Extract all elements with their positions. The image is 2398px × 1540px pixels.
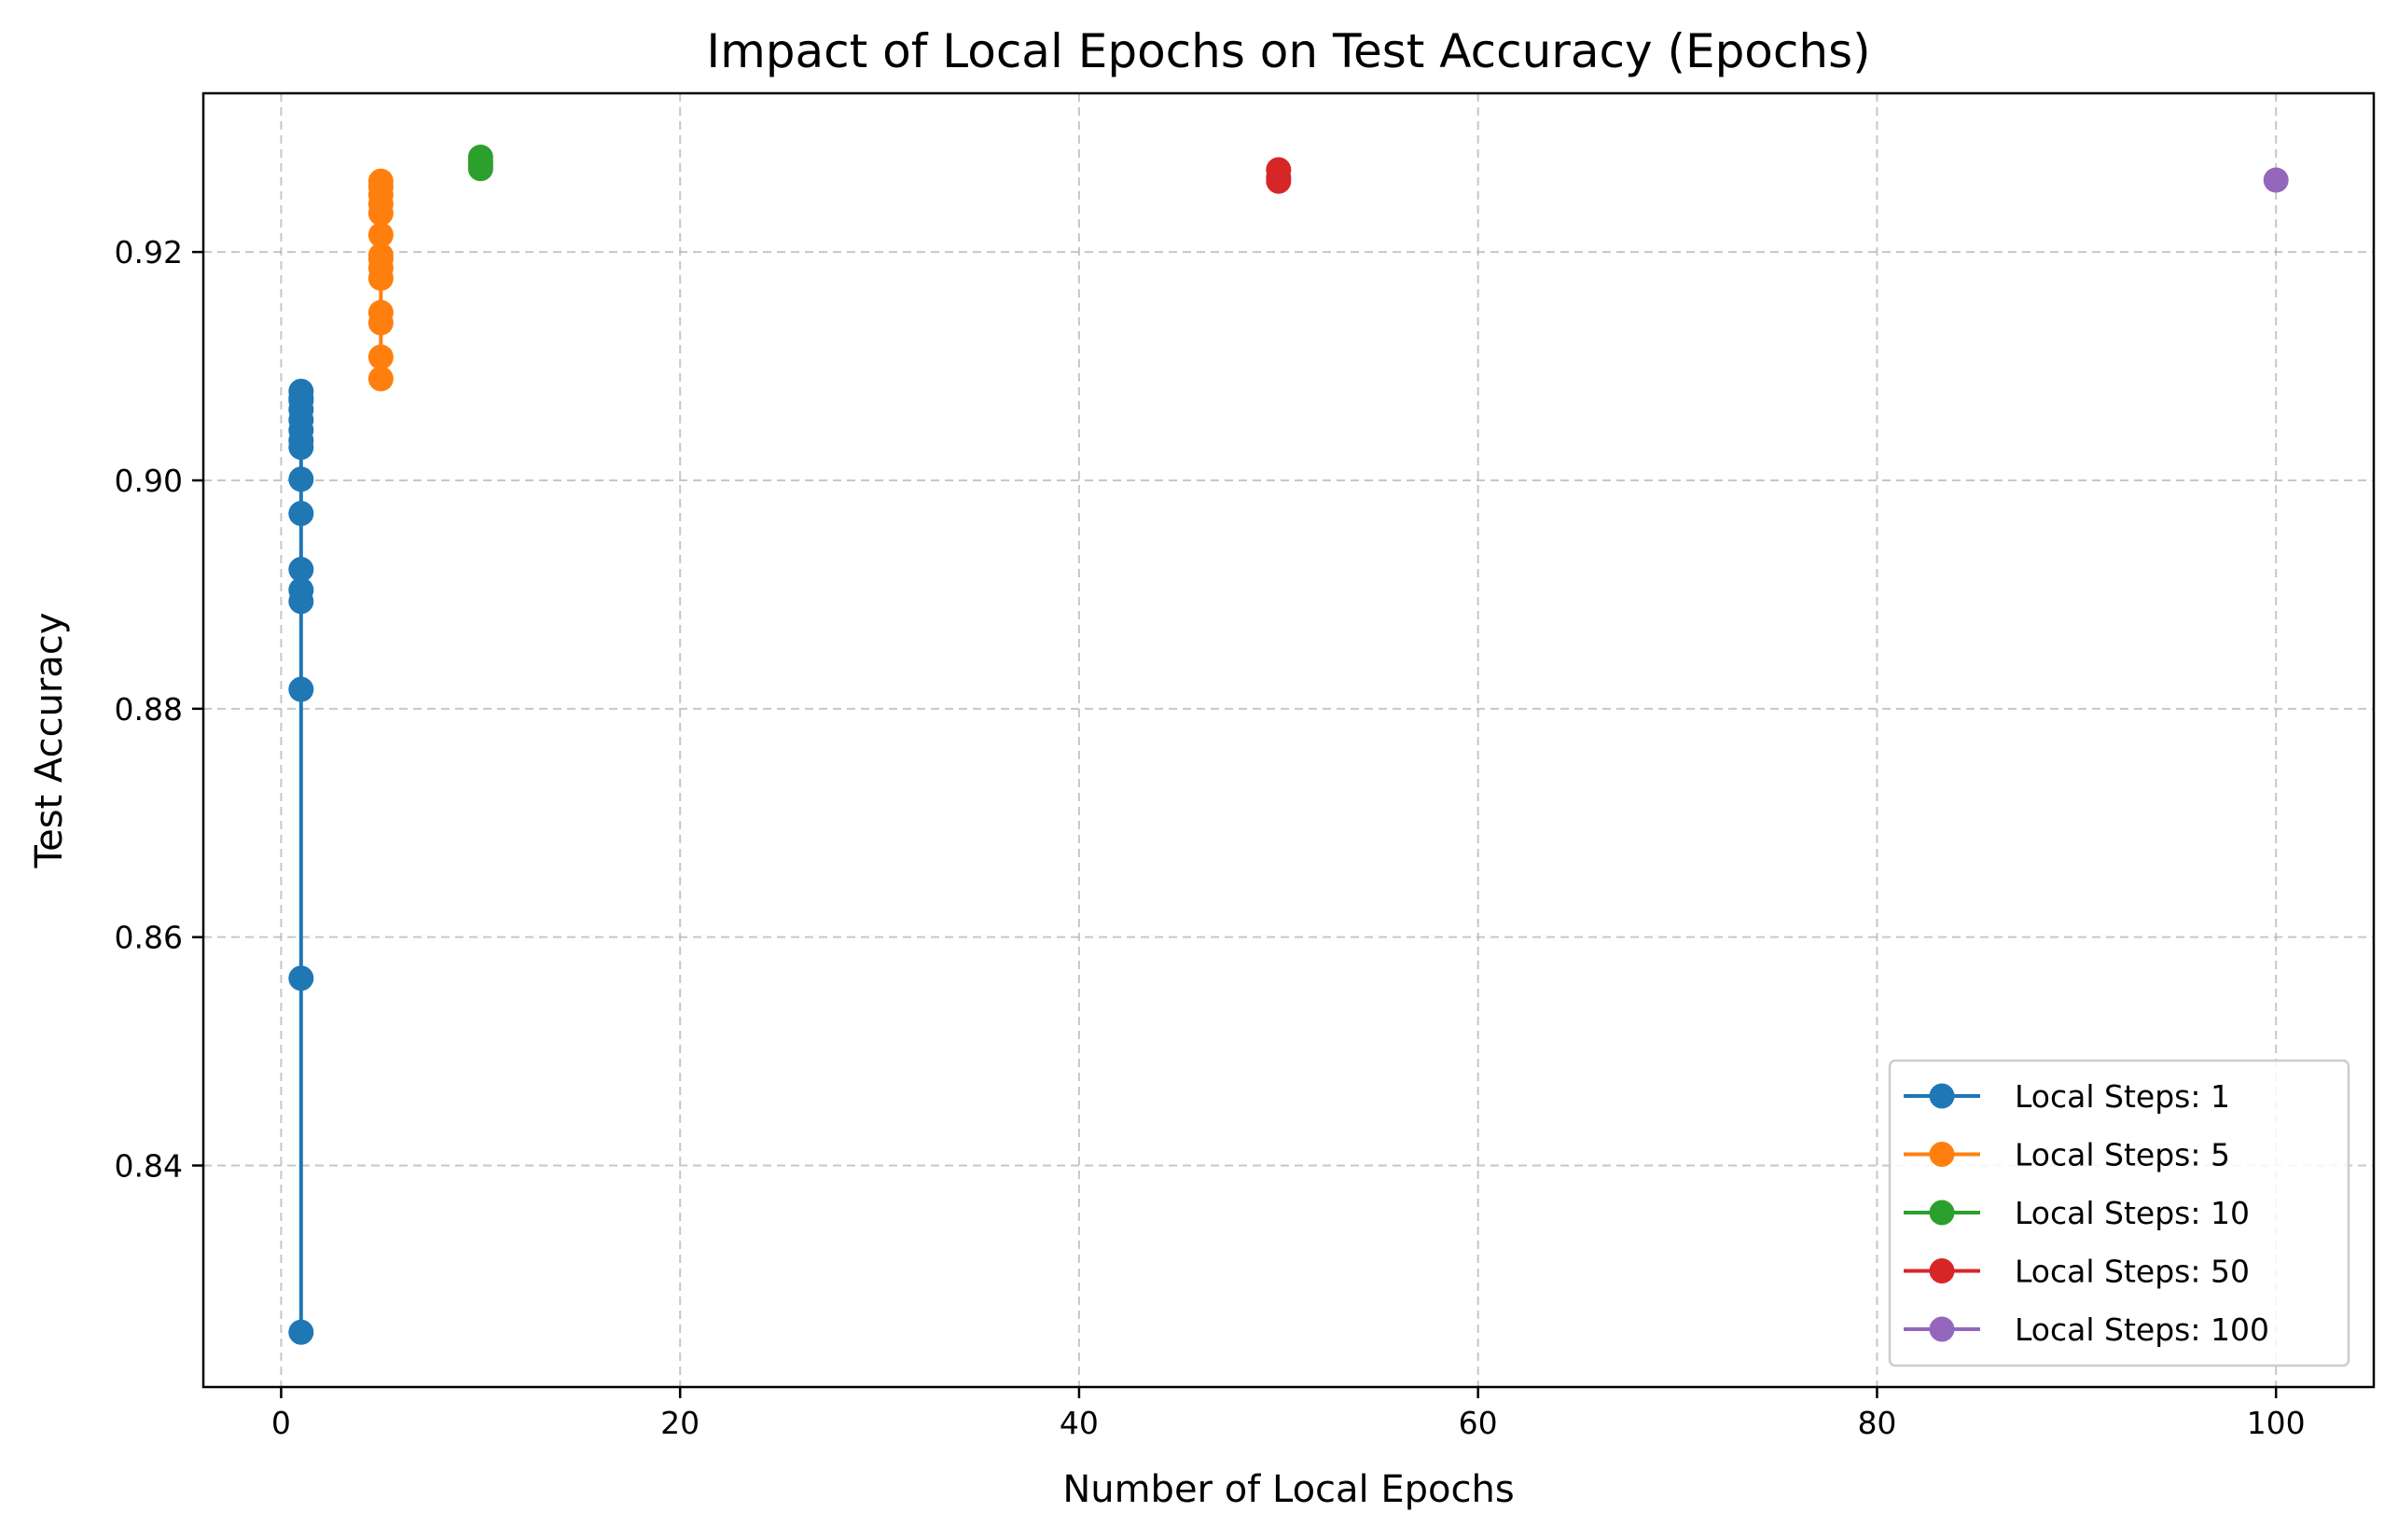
data-point [1266,157,1292,183]
legend-marker [1929,1258,1955,1283]
data-point [288,466,314,493]
series-layer [288,145,2289,1345]
x-tick-label: 80 [1857,1405,1896,1441]
data-point [367,366,394,392]
legend-label: Local Steps: 50 [2015,1254,2250,1290]
x-tick-label: 0 [271,1405,291,1441]
data-point [288,1319,314,1345]
plot-frame [201,91,2376,1389]
y-tick-label: 0.90 [115,463,183,499]
legend-marker [1929,1316,1955,1342]
series-4 [1266,157,1292,194]
data-point [288,676,314,702]
data-point [288,379,314,405]
legend-marker [1929,1142,1955,1167]
legend-marker [1929,1083,1955,1109]
y-tick-label: 0.86 [115,920,183,956]
legend: Local Steps: 1 Local Steps: 5 Local Steps:… [1888,1059,2350,1367]
series-5 [2263,167,2289,193]
data-point [367,168,394,194]
data-point [367,299,394,326]
legend-label: Local Steps: 1 [2015,1078,2230,1115]
y-tick-label: 0.92 [115,234,183,271]
data-point [288,556,314,582]
y-tick-label: 0.88 [115,691,183,728]
data-point [367,222,394,248]
series-3 [467,145,493,182]
x-tick-label: 40 [1060,1405,1099,1441]
grid-lines [203,93,2374,1387]
data-point [467,145,493,171]
data-point [288,577,314,604]
x-tick-label: 20 [660,1405,700,1441]
legend-item: Local Steps: 100 [1904,1311,2269,1348]
series-2 [367,168,394,392]
legend-box [1888,1059,2350,1367]
series-1 [288,379,314,1345]
y-tick-label: 0.84 [115,1148,183,1185]
tick-layer: 0 20 40 60 80 100 0.84 0.86 0.88 0.90 0.92 [115,234,2306,1441]
x-tick-label: 100 [2247,1405,2306,1441]
legend-label: Local Steps: 5 [2015,1137,2230,1173]
data-point [288,965,314,992]
legend-item: Local Steps: 1 [1904,1078,2230,1115]
legend-marker [1929,1200,1955,1226]
legend-item: Local Steps: 5 [1904,1137,2230,1173]
x-axis-label: Number of Local Epochs [1062,1468,1514,1511]
x-tick-label: 60 [1459,1405,1498,1441]
legend-label: Local Steps: 100 [2015,1311,2269,1348]
y-axis-label: Test Accuracy [28,612,71,868]
legend-label: Local Steps: 10 [2015,1195,2250,1231]
data-point [367,344,394,370]
data-point [367,243,394,269]
chart-title: Impact of Local Epochs on Test Accuracy … [706,24,1870,78]
legend-item: Local Steps: 50 [1904,1254,2250,1290]
data-point [288,500,314,526]
data-point [2263,167,2289,193]
legend-item: Local Steps: 10 [1904,1195,2250,1231]
